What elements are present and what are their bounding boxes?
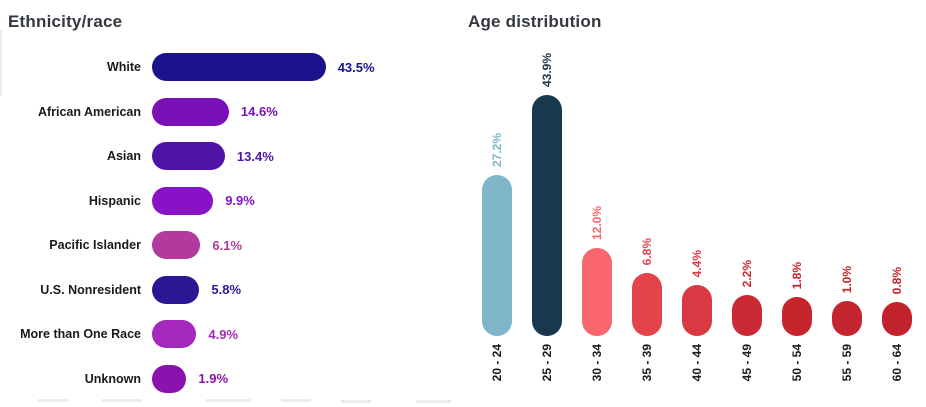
ethnicity-row: More than One Race 4.9% bbox=[8, 312, 463, 357]
axis-tick-label: 40 - 44 bbox=[690, 344, 704, 382]
value-label: 12.0% bbox=[590, 206, 604, 241]
age-chart-title: Age distribution bbox=[468, 12, 602, 31]
value-label: 9.9% bbox=[225, 193, 255, 209]
ethnicity-bar[interactable] bbox=[152, 142, 225, 171]
age-bar[interactable] bbox=[482, 175, 512, 336]
age-bar[interactable] bbox=[882, 302, 912, 336]
cropped-content-artifact bbox=[0, 30, 2, 96]
value-label: 4.4% bbox=[690, 249, 704, 277]
category-label: African American bbox=[37, 104, 141, 119]
category-label: Unknown bbox=[84, 371, 141, 386]
ethnicity-bar[interactable] bbox=[152, 364, 187, 393]
value-label: 1.0% bbox=[840, 265, 854, 294]
axis-tick-label: 60 - 64 bbox=[890, 344, 904, 382]
cropped-content-artifact bbox=[206, 399, 251, 402]
axis-tick-label: 50 - 54 bbox=[790, 344, 804, 382]
category-label: U.S. Nonresident bbox=[40, 282, 141, 297]
ethnicity-row: African American 14.6% bbox=[8, 90, 463, 135]
ethnicity-row: Pacific Islander 6.1% bbox=[8, 223, 463, 268]
age-column: 27.2% 20 - 24 bbox=[472, 41, 522, 405]
category-label: Hispanic bbox=[88, 193, 141, 208]
axis-tick-label: 55 - 59 bbox=[840, 344, 854, 382]
axis-tick-label: 35 - 39 bbox=[640, 344, 654, 382]
value-label: 4.9% bbox=[208, 326, 239, 342]
category-label: Asian bbox=[106, 149, 141, 164]
ethnicity-bar[interactable] bbox=[152, 186, 214, 215]
ethnicity-bar-plot: White 43.5% African American 14.6% Asian 13.4… bbox=[8, 45, 463, 401]
ethnicity-bar[interactable] bbox=[152, 275, 200, 304]
cropped-content-artifact bbox=[281, 399, 311, 402]
age-column: 0.8% 60 - 64 bbox=[872, 41, 922, 405]
value-label: 0.8% bbox=[890, 266, 904, 295]
cropped-content-artifact bbox=[102, 399, 142, 402]
value-label: 14.6% bbox=[240, 104, 278, 120]
age-column: 43.9% 25 - 29 bbox=[522, 41, 572, 405]
cropped-content-artifact bbox=[341, 400, 371, 403]
value-label: 6.1% bbox=[212, 237, 243, 253]
value-label: 1.9% bbox=[198, 371, 229, 387]
age-bar-plot: 27.2% 20 - 24 43.9% 25 - 29 12.0% 30 - 34 6.8%… bbox=[468, 41, 926, 405]
age-column: 1.0% 55 - 59 bbox=[822, 41, 872, 405]
age-bar[interactable] bbox=[582, 248, 612, 336]
value-label: 2.2% bbox=[740, 260, 754, 288]
cropped-content-artifact bbox=[38, 399, 68, 402]
age-column: 2.2% 45 - 49 bbox=[722, 41, 772, 405]
value-label: 43.9% bbox=[540, 53, 554, 88]
age-bar[interactable] bbox=[532, 95, 562, 336]
ethnicity-chart-title: Ethnicity/race bbox=[8, 12, 123, 31]
ethnicity-chart-panel: Ethnicity/race White 43.5% African America… bbox=[8, 12, 463, 401]
age-column: 4.4% 40 - 44 bbox=[672, 41, 722, 405]
age-column: 12.0% 30 - 34 bbox=[572, 41, 622, 405]
category-label: More than One Race bbox=[20, 327, 141, 342]
value-label: 27.2% bbox=[490, 133, 504, 168]
value-label: 1.8% bbox=[790, 262, 804, 290]
ethnicity-row: Hispanic 9.9% bbox=[8, 179, 463, 224]
ethnicity-bar[interactable] bbox=[152, 320, 197, 349]
age-column: 6.8% 35 - 39 bbox=[622, 41, 672, 405]
value-label: 13.4% bbox=[236, 148, 274, 164]
value-label: 5.8% bbox=[211, 282, 242, 298]
category-label: Pacific Islander bbox=[49, 238, 141, 253]
ethnicity-bar[interactable] bbox=[152, 231, 201, 260]
age-column: 1.8% 50 - 54 bbox=[772, 41, 822, 405]
ethnicity-bar[interactable] bbox=[152, 53, 326, 82]
value-label: 6.8% bbox=[640, 238, 654, 266]
age-bar[interactable] bbox=[632, 273, 662, 336]
ethnicity-row: White 43.5% bbox=[8, 45, 463, 90]
ethnicity-row: Unknown 1.9% bbox=[8, 357, 463, 402]
ethnicity-row: Asian 13.4% bbox=[8, 134, 463, 179]
axis-tick-label: 45 - 49 bbox=[740, 344, 754, 382]
cropped-content-artifact bbox=[416, 400, 451, 403]
ethnicity-row: U.S. Nonresident 5.8% bbox=[8, 268, 463, 313]
age-chart-panel: Age distribution 27.2% 20 - 24 43.9% 25 - 2… bbox=[463, 0, 926, 407]
axis-tick-label: 30 - 34 bbox=[590, 344, 604, 382]
ethnicity-bar[interactable] bbox=[152, 97, 229, 126]
age-bar[interactable] bbox=[682, 284, 712, 336]
age-bar[interactable] bbox=[782, 297, 812, 336]
axis-tick-label: 20 - 24 bbox=[490, 344, 504, 382]
age-bar[interactable] bbox=[732, 295, 762, 336]
value-label: 43.5% bbox=[337, 59, 375, 75]
axis-tick-label: 25 - 29 bbox=[540, 344, 554, 382]
category-label: White bbox=[106, 60, 141, 75]
age-bar[interactable] bbox=[832, 301, 862, 336]
